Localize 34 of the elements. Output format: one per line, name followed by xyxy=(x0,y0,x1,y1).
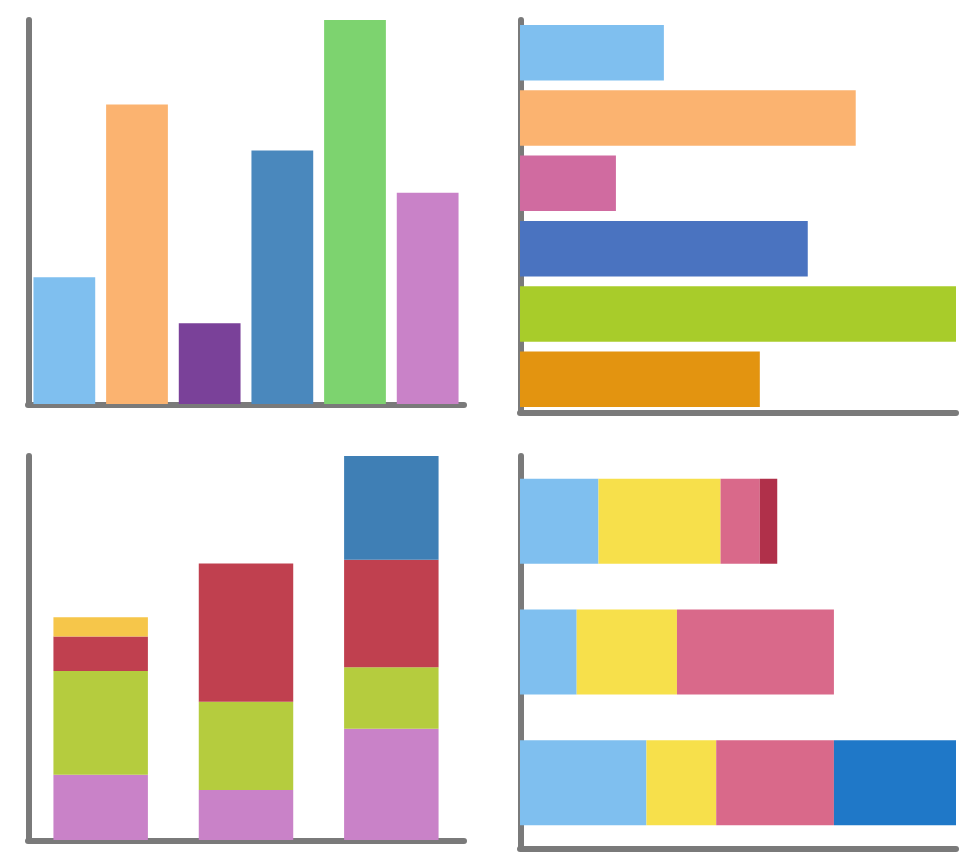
bar xyxy=(720,477,760,563)
bar xyxy=(106,104,168,404)
bar xyxy=(646,739,717,825)
bar xyxy=(759,477,778,563)
bar xyxy=(520,286,956,342)
bar xyxy=(598,477,721,563)
bar xyxy=(520,739,647,825)
bar xyxy=(198,700,294,790)
bar xyxy=(324,20,386,404)
bar xyxy=(520,220,808,277)
bar xyxy=(344,455,439,559)
bar xyxy=(520,351,760,408)
bar xyxy=(833,739,956,825)
bar xyxy=(344,727,439,839)
bar xyxy=(520,24,664,81)
bar xyxy=(396,192,459,404)
bar xyxy=(53,670,148,774)
bar xyxy=(520,477,599,563)
bar xyxy=(716,739,834,825)
bar xyxy=(53,635,148,671)
bar xyxy=(53,773,148,839)
bar xyxy=(33,277,96,404)
bar xyxy=(344,666,439,728)
bar xyxy=(178,323,241,404)
bar xyxy=(344,558,439,667)
bar xyxy=(198,789,294,839)
bar xyxy=(676,608,834,694)
bar xyxy=(53,616,148,636)
bar xyxy=(520,90,856,146)
bar xyxy=(520,608,577,694)
bar xyxy=(520,155,616,212)
bar xyxy=(576,608,677,694)
bar xyxy=(251,150,314,404)
bar xyxy=(198,562,294,701)
